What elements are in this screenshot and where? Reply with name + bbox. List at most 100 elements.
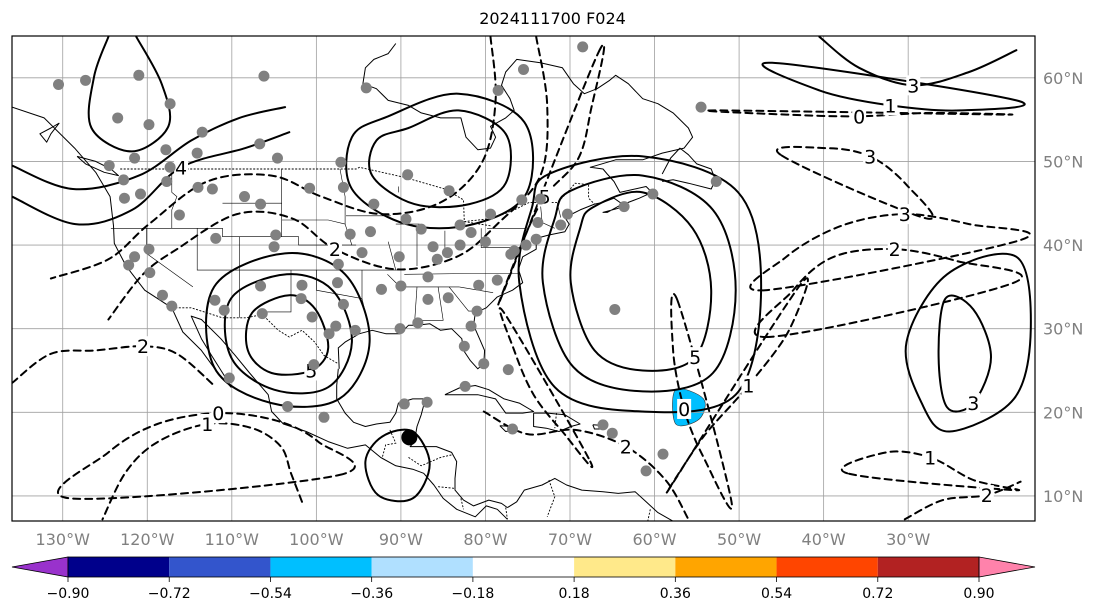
lon-tick-label: 70°W [548,530,592,549]
country-border [505,507,508,520]
lon-tick-label: 110°W [205,530,260,549]
station-marker [647,188,659,200]
dashed-contour [49,36,497,280]
station-marker [144,267,156,279]
colorbar-tick-label: −0.18 [451,586,494,602]
station-marker [80,74,92,86]
colorbar-tick-label: −0.90 [47,586,90,602]
dashed-contour [12,345,216,387]
contour-label: 2 [329,239,341,261]
contour-label-layer: 55343125323012102120 [136,75,994,507]
station-marker [454,219,466,231]
station-marker [318,411,330,423]
contour-label: 3 [967,393,979,415]
contour-label-bg [327,239,342,260]
dashed-contour [753,248,1023,339]
station-marker [164,98,176,110]
station-marker [421,396,433,408]
station-marker [218,304,230,316]
lon-tick-label: 40°W [802,530,846,549]
station-marker [534,193,546,205]
colorbar-segment [574,557,676,577]
state-border [196,228,405,271]
station-marker [166,300,178,312]
solid-contour [12,131,291,226]
station-marker [332,258,344,270]
station-marker [349,324,361,336]
colorbar-tick-label: −0.36 [350,586,393,602]
station-marker [606,427,618,439]
station-marker [485,208,497,220]
station-marker [427,241,439,253]
station-marker [308,359,320,371]
coastline [336,368,508,509]
state-border [480,228,521,248]
lon-tick-label: 60°W [632,530,676,549]
solid-contour [517,154,763,414]
station-marker [356,247,368,259]
contour-label: 5 [689,347,701,369]
station-marker [337,181,349,193]
map-frame [11,35,1036,522]
station-marker [143,243,155,255]
country-border [460,498,464,510]
contour-label-bg [906,75,921,96]
lon-tick-label: 100°W [289,530,344,549]
station-marker [164,161,176,173]
contour-label-bg [923,447,938,468]
station-marker [402,169,414,181]
map-title: 2024111700 F024 [479,9,626,28]
station-marker [112,112,124,124]
contour-label-bg [883,95,898,116]
colorbar-segment [675,557,777,577]
station-marker [530,233,542,245]
contour-label-bg [618,436,633,457]
solid-contour [761,61,1026,112]
contour-label: 3 [864,146,876,168]
country-border [438,486,456,489]
solid-contour [244,294,330,376]
dashed-contour [665,277,809,494]
station-marker [398,398,410,410]
colorbar-segment [68,557,170,577]
station-marker [508,245,520,257]
lat-tick-label: 40°N [1043,236,1083,255]
station-marker [518,63,529,75]
station-marker [255,198,267,210]
contour-label: 2 [620,437,632,459]
station-marker [454,239,466,251]
state-border [421,286,444,321]
station-marker [479,236,491,248]
contour-label: 0 [853,106,865,128]
contour-label-bg [852,106,867,127]
solid-contour [569,190,713,372]
station-marker [640,465,652,477]
lat-tick-label: 30°N [1043,320,1083,339]
station-marker [364,226,376,238]
station-marker [561,208,573,220]
contour-label-bg [741,375,756,396]
station-marker [532,216,544,228]
contour-label: 2 [889,239,901,261]
contour-label-bg [136,336,151,357]
country-border [647,509,651,521]
station-marker [375,283,387,295]
colorbar-tick-label: −0.54 [249,586,292,602]
station-marker [133,69,145,81]
country-border [381,429,397,458]
station-marker [118,192,130,204]
station-marker [160,144,172,156]
solid-contour [368,109,512,209]
state-border [260,270,292,313]
dashed-contour [107,36,549,321]
station-marker [597,419,609,431]
station-marker [335,156,347,168]
contour-label: 1 [924,447,936,469]
station-marker [270,229,282,241]
coastline [337,43,694,370]
map-background [12,36,1035,521]
dashed-contour [776,145,934,220]
state-border [171,169,178,229]
station-marker [609,303,621,315]
station-marker [465,227,477,239]
